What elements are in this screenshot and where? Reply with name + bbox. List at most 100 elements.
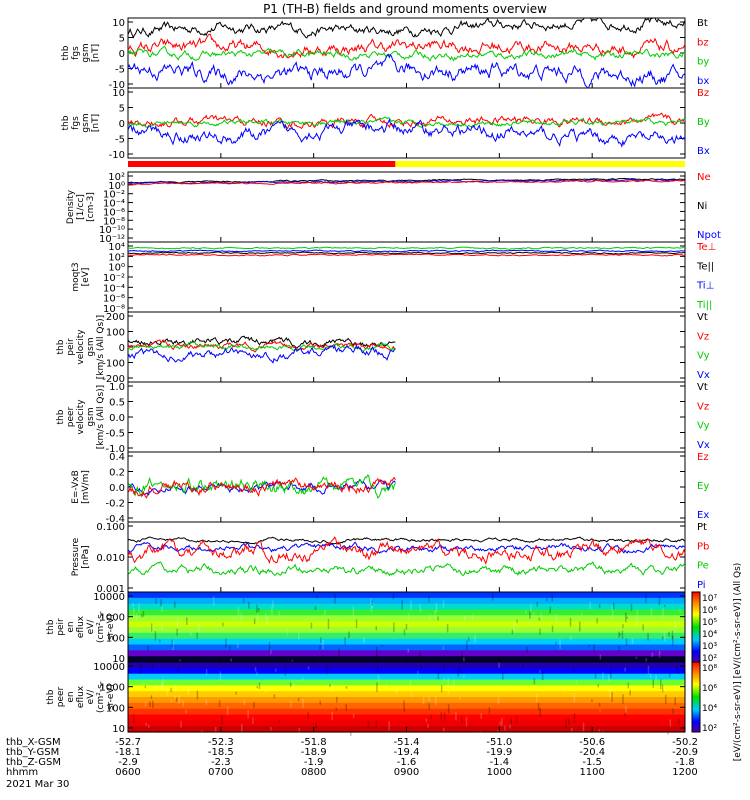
ion_spec-colorbar-tick: 10⁷ <box>702 594 717 604</box>
ion_spec-texture <box>161 622 163 630</box>
ion_spec-texture <box>613 603 615 610</box>
fgs_gsm2-legend-Bx: Bx <box>697 146 710 157</box>
ion_spec-texture <box>625 612 627 623</box>
fgs_gsm-legend-Bt: Bt <box>697 18 708 29</box>
ion_spec-texture <box>679 609 681 613</box>
ion_spec-texture <box>225 638 227 648</box>
efield-legend-Ey: Ey <box>697 481 709 492</box>
electron_spec-texture <box>162 678 164 689</box>
velocity2-ytick-label: 0.0 <box>109 413 125 424</box>
electron_spec-texture <box>461 716 463 723</box>
ion_spec-texture <box>513 621 515 631</box>
electron_spec-texture <box>591 699 593 702</box>
electron_spec-texture <box>325 665 328 675</box>
ion_spec-texture <box>363 637 365 644</box>
electron_spec-texture <box>459 666 461 673</box>
electron_spec-ylabel-line: peer <box>56 686 66 707</box>
electron_spec-texture <box>573 693 576 703</box>
ion_spec-texture <box>570 635 572 641</box>
ion_spec-texture <box>590 657 592 661</box>
ion_spec-texture <box>324 610 326 616</box>
temperature-legend-Ti⊥: Ti⊥ <box>696 281 714 292</box>
efield-ytick-label: -0.4 <box>105 514 125 525</box>
density-ytick-label: 10⁻¹⁰ <box>99 225 125 236</box>
electron_spec-texture <box>425 718 428 723</box>
ion_spec-texture <box>319 645 321 650</box>
electron_spec-texture <box>437 671 440 680</box>
velocity1-ylabel-line: peir <box>66 338 76 356</box>
fgs_gsm2-series-By <box>127 116 686 128</box>
ion_spec-texture <box>159 639 161 643</box>
ion_spec-texture <box>559 639 561 649</box>
electron_spec-ylabel-line: (cm²-s- <box>96 681 106 713</box>
velocity2-ytick-label: 1.0 <box>109 382 125 393</box>
ion_spec-texture <box>142 611 145 617</box>
ion_spec-ylabel-line: sr-eV) <box>106 614 116 640</box>
electron_spec-colorbar-tick: 10⁴ <box>702 704 717 714</box>
electron_spec-texture <box>345 686 348 689</box>
electron_spec-ytick-label: 10000 <box>93 662 125 673</box>
position-row-value: -51.4 <box>394 737 420 748</box>
electron_spec-texture <box>182 700 184 707</box>
electron_spec-texture <box>443 662 445 671</box>
electron_spec-texture <box>307 711 309 720</box>
ion_spec-band <box>128 597 685 605</box>
ion_spec-texture <box>348 631 350 639</box>
ion_spec-texture <box>538 617 541 621</box>
electron_spec-texture <box>663 685 665 692</box>
efield-legend-Ez: Ez <box>697 452 709 463</box>
ion_spec-texture <box>222 622 224 627</box>
electron_spec-ytick-label: 100 <box>106 703 125 714</box>
ion_spec-texture <box>405 623 408 630</box>
panel-ion_spec: 10000 1000 100 10 thb peir en eflux eV/(cm²-s-sr… <box>46 591 717 671</box>
electron_spec-texture <box>275 668 277 672</box>
efield-ytick-label: 0.0 <box>109 483 125 494</box>
velocity2-ylabel-line: [km/s (All Qs)] <box>96 385 106 449</box>
density-ytick-label: 10⁻⁶ <box>103 207 125 218</box>
ion_spec-texture <box>314 605 317 610</box>
ion_spec-texture <box>378 656 380 665</box>
electron_spec-band <box>128 685 685 692</box>
position-row-value: -52.7 <box>115 737 141 748</box>
ion_spec-texture <box>186 617 188 625</box>
ion_spec-texture <box>467 637 470 642</box>
electron_spec-texture <box>440 711 443 721</box>
fgs_gsm2-ytick-label: -10 <box>109 150 125 161</box>
ion_spec-texture <box>268 642 271 652</box>
ion_spec-texture <box>631 638 634 644</box>
ion_spec-texture <box>174 601 176 608</box>
fgs_gsm2-ytick-label: 5 <box>119 104 125 115</box>
ion_spec-texture <box>551 594 553 602</box>
electron_spec-texture <box>161 681 163 689</box>
electron_spec-texture <box>539 707 541 717</box>
velocity-trace <box>127 335 396 349</box>
ion_spec-texture <box>588 644 591 647</box>
electron_spec-texture <box>329 684 331 687</box>
ion_spec-texture <box>546 597 548 602</box>
electron_spec-texture <box>443 712 446 721</box>
ion_spec-texture <box>334 593 336 604</box>
temperature-legend-Te||: Te|| <box>696 261 714 272</box>
electron_spec-texture <box>200 730 203 739</box>
velocity1-ytick-label: -200 <box>102 374 125 385</box>
ion_spec-texture <box>253 618 256 625</box>
fgs_gsm2-legend-Bz: Bz <box>697 88 709 99</box>
electron_spec-texture <box>575 680 578 684</box>
ion_spec-texture <box>599 654 602 660</box>
ion_spec-texture <box>611 610 614 618</box>
ion_spec-texture <box>664 604 666 607</box>
ion_spec-texture <box>621 630 624 639</box>
electron_spec-texture <box>376 682 378 693</box>
ion_spec-texture <box>434 610 436 618</box>
ion_spec-band <box>128 621 685 628</box>
ion_spec-texture <box>375 646 378 656</box>
efield-ylabel-line: E=-VxB <box>71 470 81 504</box>
density-ytick-label: 10⁻⁴ <box>103 199 125 210</box>
electron_spec-texture <box>256 685 258 689</box>
ion_spec-texture <box>474 635 476 643</box>
ion_spec-texture <box>420 609 422 612</box>
ion_spec-texture <box>662 636 664 640</box>
ion_spec-texture <box>286 629 289 635</box>
electron_spec-texture <box>611 692 613 702</box>
